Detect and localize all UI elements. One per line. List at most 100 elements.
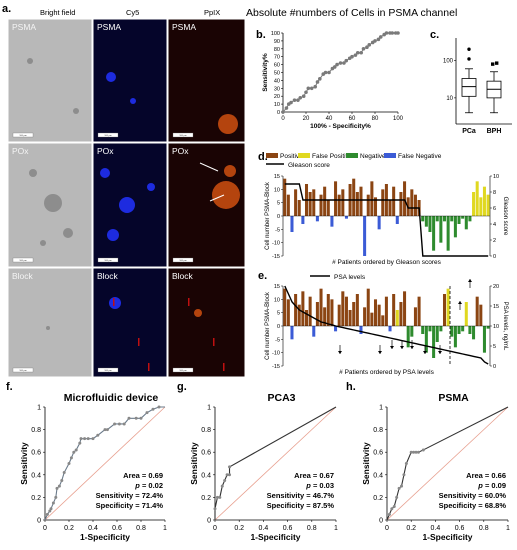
y-tick-label: 0.2 [201, 495, 211, 502]
bar [468, 326, 472, 334]
panel-letter-a: a. [2, 3, 11, 15]
bar [453, 216, 457, 238]
scale-bar [12, 257, 34, 263]
y-tick-label: 10 [274, 102, 280, 108]
x-tick-label: 0.4 [88, 525, 98, 532]
bar [381, 315, 385, 326]
data-point [145, 411, 149, 415]
data-point [315, 80, 320, 84]
y-tick-label: 0.6 [31, 450, 41, 457]
bar [450, 326, 454, 337]
red-signal [138, 338, 140, 346]
x-axis-label: 100% - Specificity% [310, 123, 371, 130]
stat-p-value: = 0.09 [485, 481, 506, 490]
bar [297, 304, 301, 326]
cell-blob [40, 240, 46, 246]
x-tick-label: 0.2 [64, 525, 74, 532]
micrograph-tile [167, 267, 246, 378]
bar [290, 216, 294, 232]
bar [479, 304, 483, 326]
x-tick-label: 0.8 [307, 525, 317, 532]
x-tick-label: 0 [43, 525, 47, 532]
bar [413, 194, 417, 216]
fluorescent-spot [106, 72, 116, 82]
bar [413, 307, 417, 326]
x-axis-label: # Patients ordered by PSA levels [339, 369, 434, 376]
fluorescent-spot [119, 197, 135, 213]
cell-blob [29, 169, 37, 177]
bar [323, 307, 327, 326]
x-tick-label: 0.6 [455, 525, 465, 532]
data-point [373, 39, 377, 43]
micrograph-grid: PSMA 100 μm PSMA 100 μm PSMA 100 μm POx 100 μm P… [7, 18, 246, 378]
x-tick-label: 1 [506, 525, 510, 532]
y-tick-label: 10 [446, 96, 453, 102]
data-point [228, 465, 232, 469]
box [461, 78, 477, 97]
legend-swatch [346, 153, 358, 158]
bar [439, 326, 443, 332]
y-tick-label: 5 [277, 201, 280, 207]
y-tick-label: 15 [274, 284, 280, 290]
bar [395, 216, 399, 224]
red-signal [223, 363, 225, 371]
chart-title: PSMA [438, 392, 469, 404]
data-point [350, 54, 354, 59]
panel-letter-c: c. [430, 29, 439, 41]
data-point [113, 422, 117, 426]
y-tick-label: 0 [207, 518, 211, 525]
bar [352, 302, 356, 326]
bar [370, 312, 374, 326]
y-tick-label: 80 [274, 47, 280, 53]
legend-label: False Positive [312, 153, 353, 160]
bar [326, 294, 330, 326]
row-label: POx [172, 146, 189, 156]
marker-arrowhead [338, 351, 342, 354]
x-tick-label: 0.6 [283, 525, 293, 532]
bar [344, 216, 348, 219]
data-point [335, 62, 339, 67]
bar [319, 194, 323, 216]
category-label: PCa [462, 128, 476, 135]
roc-curve [282, 32, 398, 113]
bar [388, 200, 392, 216]
row-label: POx [97, 146, 114, 156]
stat-specificity: Specificity = 71.4% [96, 501, 164, 510]
bar [424, 326, 428, 353]
data-point [390, 31, 395, 35]
bar [435, 326, 439, 342]
marker-arrowhead [378, 351, 382, 354]
y-tick-label: 0.8 [201, 427, 211, 434]
data-point [313, 84, 318, 89]
data-point [416, 450, 420, 454]
x-axis-label: 1-Specificity [80, 532, 130, 542]
data-point [301, 94, 306, 98]
bar [352, 178, 356, 216]
bar [294, 189, 298, 216]
row-label: PSMA [172, 22, 196, 32]
chart-e: -15 -10 -5 0 5 10 15 0 5 10 15 20 # Patients ordered… [265, 274, 508, 376]
column-header-ppix: PpIX [204, 8, 220, 17]
data-point [396, 31, 400, 35]
annotation-arrow [209, 194, 225, 202]
marker-arrowhead [423, 351, 427, 354]
data-point [78, 441, 82, 445]
bar [326, 200, 330, 216]
data-point [306, 86, 311, 91]
row-label: Block [97, 271, 119, 281]
x-tick-label: 0.6 [112, 525, 122, 532]
y-tick-label: -15 [272, 254, 280, 260]
outlier [491, 62, 495, 66]
y-tick-label: -15 [272, 364, 280, 370]
y-tick-label: 100 [443, 59, 454, 65]
data-point [318, 77, 322, 81]
data-point [215, 495, 219, 499]
reference-diagonal [386, 406, 509, 521]
bar [421, 216, 425, 222]
marker-arrowhead [468, 279, 472, 282]
data-point [412, 450, 416, 454]
y-tick-label: 20 [274, 94, 280, 100]
bar [392, 294, 396, 326]
